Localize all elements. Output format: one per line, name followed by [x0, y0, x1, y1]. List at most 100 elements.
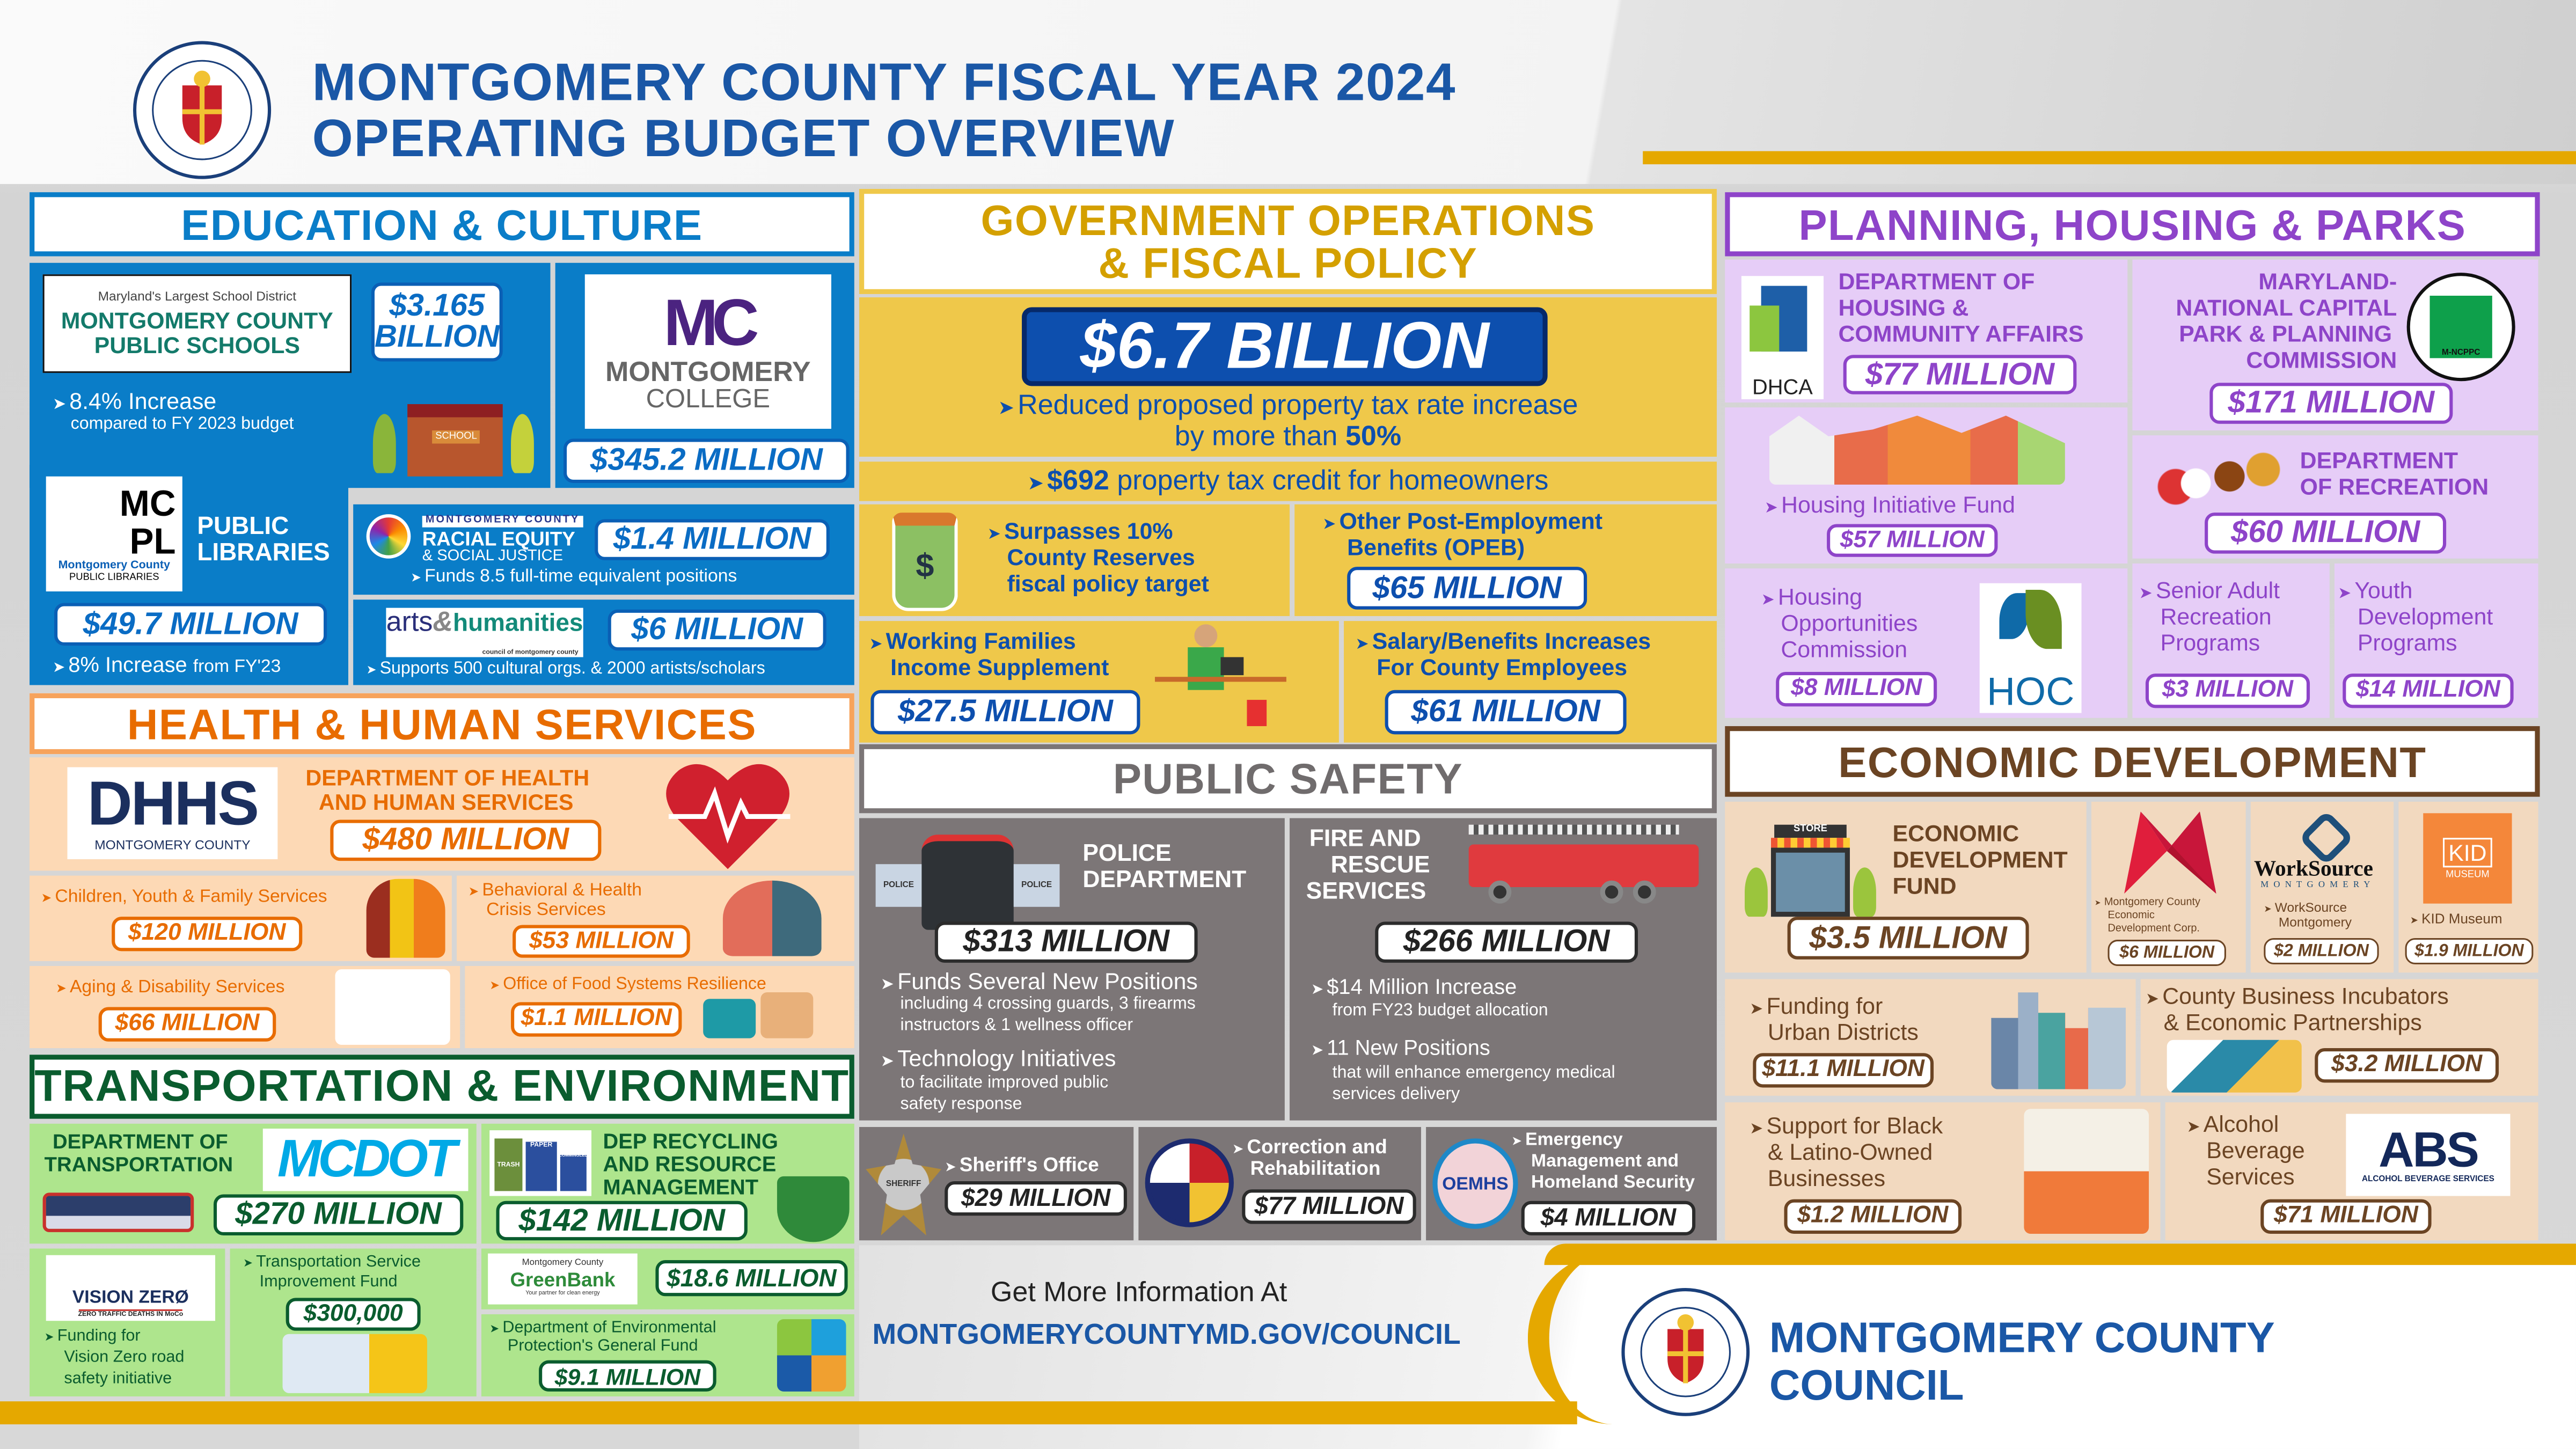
kid-museum-value: $1.9 MILLION: [2405, 938, 2534, 964]
salary-value: $61 MILLION: [1385, 690, 1627, 735]
black-latino-label-line1: Support for Black: [1750, 1113, 1943, 1139]
worksource-label-line1: WorkSource: [2264, 901, 2347, 917]
incubators-label-line2: & Economic Partnerships: [2163, 1008, 2422, 1035]
recycling-label-line3: MANAGEMENT: [603, 1174, 759, 1199]
mncppc-label-line2: NATIONAL CAPITAL: [2176, 294, 2397, 320]
arts-tile: arts & humanities council of montgomery co…: [353, 599, 854, 685]
mcps-logo-line1: MONTGOMERY COUNTY: [61, 307, 333, 334]
mcps-tagline: Maryland's Largest School District: [98, 288, 297, 304]
arts-logo-text1: arts: [386, 606, 433, 638]
college-tile: MC MONTGOMERY COLLEGE $345.2 MILLION: [555, 262, 854, 488]
mncppc-seal-text: M-NCPPC: [2429, 296, 2492, 358]
college-logo-line1: MONTGOMERY: [605, 356, 811, 387]
footer-url-link[interactable]: MONTGOMERYCOUNTYMD.GOV/COUNCIL: [872, 1318, 1461, 1351]
dhhs-label-line2: AND HUMAN SERVICES: [318, 790, 574, 815]
tsif-value: $300,000: [286, 1298, 421, 1331]
fire-truck-illustration: [1466, 824, 1704, 907]
mcpl-logo-sub1: Montgomery County: [58, 560, 170, 573]
dep-general-label-line2: Protection's General Fund: [507, 1337, 698, 1356]
sheriff-badge-icon: SHERIFF: [866, 1133, 942, 1236]
government-header: GOVERNMENT OPERATIONS & FISCAL POLICY: [859, 189, 1717, 294]
oemhs-label-line3: Homeland Security: [1531, 1173, 1695, 1193]
police-value: $313 MILLION: [934, 921, 1198, 963]
city-skyline-illustration: [1991, 992, 2126, 1089]
family-illustration: [366, 879, 445, 958]
government-total-value: $6.7 BILLION: [1022, 307, 1548, 386]
police-tile: POLICE POLICE POLICE DEPARTMENT $313 MIL…: [859, 818, 1285, 1121]
reserves-tile: $ Surpasses 10% County Reserves fiscal p…: [859, 504, 1290, 616]
abs-logo-sub: ALCOHOL BEVERAGE SERVICES: [2361, 1175, 2494, 1185]
urban-label-line2: Urban Districts: [1767, 1018, 1919, 1045]
hif-tile: Housing Initiative Fund $57 MILLION: [1725, 407, 2128, 564]
correction-tile: Correction and Rehabilitation $77 MILLIO…: [1138, 1126, 1421, 1241]
arts-note: Supports 500 cultural orgs. & 2000 artis…: [367, 660, 765, 679]
wfis-line1: Working Families: [869, 628, 1076, 654]
racial-equity-logo-line1: MONTGOMERY COUNTY: [422, 515, 583, 528]
arts-value: $6 MILLION: [608, 609, 826, 651]
black-latino-tile: Support for Black & Latino-Owned Busines…: [1725, 1102, 2161, 1241]
mcedc-label-line2: Economic: [2107, 910, 2155, 922]
rideshare-illustration: [282, 1334, 427, 1393]
hoc-label-line2: Opportunities: [1781, 609, 1918, 636]
arts-humanities-logo: arts & humanities council of montgomery co…: [386, 608, 583, 657]
worksource-tile: WorkSource MONTGOMERY WorkSource Montgom…: [2250, 801, 2394, 973]
youth-label-line2: Development: [2357, 603, 2493, 630]
dhhs-logo-mark: DHHS: [87, 770, 259, 839]
libraries-increase: 8% Increase from FY'23: [53, 653, 281, 678]
public-safety-header: PUBLIC SAFETY: [859, 744, 1717, 814]
police-label-line1: POLICE: [1082, 841, 1172, 868]
vision-zero-label-line1: Funding for: [45, 1328, 141, 1346]
behavioral-label-line2: Crisis Services: [486, 900, 606, 920]
mcps-tile: Maryland's Largest School District MONTG…: [30, 262, 551, 488]
mcps-value-line1: $3.165: [389, 289, 485, 324]
oemhs-seal-icon: OEMHS: [1432, 1138, 1518, 1229]
mcpl-logo-mark2: PL: [129, 521, 176, 562]
tax-rate-note-line2: by more than 50%: [859, 421, 1717, 452]
footer-info-label: Get More Information At: [990, 1276, 1287, 1308]
vision-zero-tile: VISION ZERØ ZERO TRAFFIC DEATHS IN MoCo …: [30, 1248, 225, 1397]
arts-logo-sub: council of montgomery county: [482, 647, 579, 655]
mcps-value-line2: BILLION: [374, 320, 500, 355]
recycling-bins-illustration: TRASH PAPER COMMINGLED: [489, 1130, 592, 1196]
economic-header: ECONOMIC DEVELOPMENT: [1725, 726, 2540, 797]
senior-value: $3 MILLION: [2145, 674, 2310, 708]
commingled-bin: COMMINGLED: [559, 1154, 588, 1191]
recycling-value: $142 MILLION: [496, 1201, 748, 1241]
green-city-illustration: [777, 1176, 850, 1242]
edf-tile: STORE ECONOMIC DEVELOPMENT FUND $3.5 MIL…: [1725, 801, 2087, 973]
mcdot-tile: DEPARTMENT OF TRANSPORTATION MCDOT $270 …: [30, 1123, 477, 1244]
dhca-logo: DHCA: [1741, 276, 1824, 399]
property-credit-tile: $692 property tax credit for homeowners: [859, 462, 1717, 501]
urban-value: $11.1 MILLION: [1753, 1053, 1934, 1088]
urban-label-line1: Funding for: [1750, 993, 1883, 1019]
behavioral-label-line1: Behavioral & Health: [468, 881, 642, 901]
police-bullet1-line2: instructors & 1 wellness officer: [900, 1015, 1133, 1035]
mcpl-logo-sub2: PUBLIC LIBRARIES: [69, 573, 159, 583]
correction-value: $77 MILLION: [1242, 1189, 1416, 1224]
hoc-label-line3: Commission: [1781, 635, 1908, 662]
abs-label-line1: Alcohol: [2186, 1111, 2279, 1137]
fire-label-line1: FIRE AND: [1309, 826, 1421, 853]
government-total-tile: $6.7 BILLION Reduced proposed property t…: [859, 297, 1717, 457]
food-basket-illustration: [703, 999, 756, 1038]
mcedc-tile: Montgomery County Economic Development C…: [2091, 801, 2246, 973]
tax-rate-note-line1: Reduced proposed property tax rate incre…: [859, 391, 1717, 421]
property-credit-amount: $692: [1047, 465, 1109, 496]
kid-museum-tile: KID MUSEUM KID Museum $1.9 MILLION: [2398, 801, 2538, 973]
salary-line1: Salary/Benefits Increases: [1355, 628, 1651, 654]
abs-logo: ABS ALCOHOL BEVERAGE SERVICES: [2346, 1114, 2511, 1196]
trash-bin: TRASH: [494, 1138, 523, 1191]
behavioral-tile: Behavioral & Health Crisis Services $53 …: [457, 875, 854, 961]
mcedc-value: $6 MILLION: [2107, 940, 2226, 966]
greenbank-logo-main: GreenBank: [510, 1269, 616, 1292]
dhca-label-line2: HOUSING &: [1838, 294, 1969, 320]
libraries-label-line2: LIBRARIES: [197, 539, 330, 567]
incubators-tile: County Business Incubators & Economic Pa…: [2140, 979, 2538, 1096]
black-latino-label-line3: Businesses: [1767, 1165, 1886, 1191]
dhhs-label-line1: DEPARTMENT OF HEALTH: [305, 765, 590, 791]
hif-value: $57 MILLION: [1827, 524, 1998, 557]
mcps-increase-detail: compared to FY 2023 budget: [70, 414, 294, 434]
mcdot-label-line2: TRANSPORTATION: [44, 1153, 233, 1176]
fire-bullet2-line1: that will enhance emergency medical: [1332, 1063, 1615, 1083]
edf-label-line3: FUND: [1892, 872, 1957, 899]
